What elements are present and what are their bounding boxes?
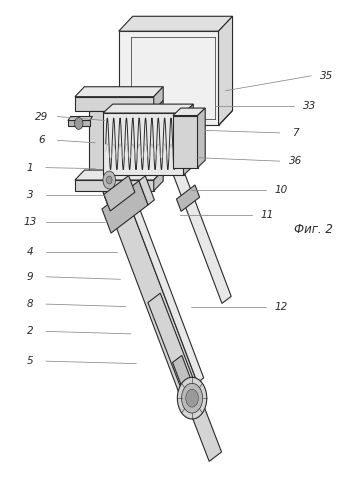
Polygon shape xyxy=(68,120,90,126)
Polygon shape xyxy=(119,31,219,125)
Circle shape xyxy=(103,171,115,189)
Text: 9: 9 xyxy=(27,272,34,282)
Polygon shape xyxy=(148,293,222,462)
Text: 7: 7 xyxy=(292,128,299,138)
Text: 1: 1 xyxy=(27,163,34,173)
Text: 11: 11 xyxy=(261,210,274,220)
Polygon shape xyxy=(198,108,205,168)
Polygon shape xyxy=(103,180,197,396)
Text: 12: 12 xyxy=(275,301,288,311)
Polygon shape xyxy=(68,116,92,120)
Text: 29: 29 xyxy=(35,111,48,122)
Polygon shape xyxy=(176,185,200,211)
Text: 8: 8 xyxy=(27,299,34,309)
Polygon shape xyxy=(139,176,154,205)
Polygon shape xyxy=(119,16,233,31)
Text: 10: 10 xyxy=(275,185,288,195)
Polygon shape xyxy=(102,181,148,233)
Text: 35: 35 xyxy=(321,71,334,81)
Circle shape xyxy=(186,389,198,407)
Text: 2: 2 xyxy=(27,326,34,336)
Polygon shape xyxy=(173,116,198,168)
Polygon shape xyxy=(104,176,135,211)
Polygon shape xyxy=(89,111,154,186)
Text: 4: 4 xyxy=(27,247,34,257)
Text: 36: 36 xyxy=(289,156,302,166)
Circle shape xyxy=(181,383,203,413)
Circle shape xyxy=(74,117,83,129)
Polygon shape xyxy=(103,104,193,113)
Polygon shape xyxy=(103,113,184,175)
Text: 13: 13 xyxy=(24,217,37,227)
Polygon shape xyxy=(75,170,163,180)
Polygon shape xyxy=(219,111,233,125)
Text: 6: 6 xyxy=(38,135,45,145)
Text: 5: 5 xyxy=(27,356,34,366)
Polygon shape xyxy=(154,170,163,191)
Polygon shape xyxy=(184,104,193,175)
Polygon shape xyxy=(75,87,163,97)
Text: Фиг. 2: Фиг. 2 xyxy=(294,223,333,236)
Polygon shape xyxy=(75,97,154,111)
Text: 3: 3 xyxy=(27,190,34,200)
Polygon shape xyxy=(154,101,163,186)
Polygon shape xyxy=(173,355,193,393)
Text: 33: 33 xyxy=(303,101,316,111)
Polygon shape xyxy=(172,164,231,303)
Polygon shape xyxy=(75,180,154,191)
Polygon shape xyxy=(219,16,233,125)
Circle shape xyxy=(177,377,207,419)
Polygon shape xyxy=(154,87,163,111)
Polygon shape xyxy=(173,108,205,116)
Polygon shape xyxy=(120,175,204,383)
Circle shape xyxy=(107,176,112,184)
